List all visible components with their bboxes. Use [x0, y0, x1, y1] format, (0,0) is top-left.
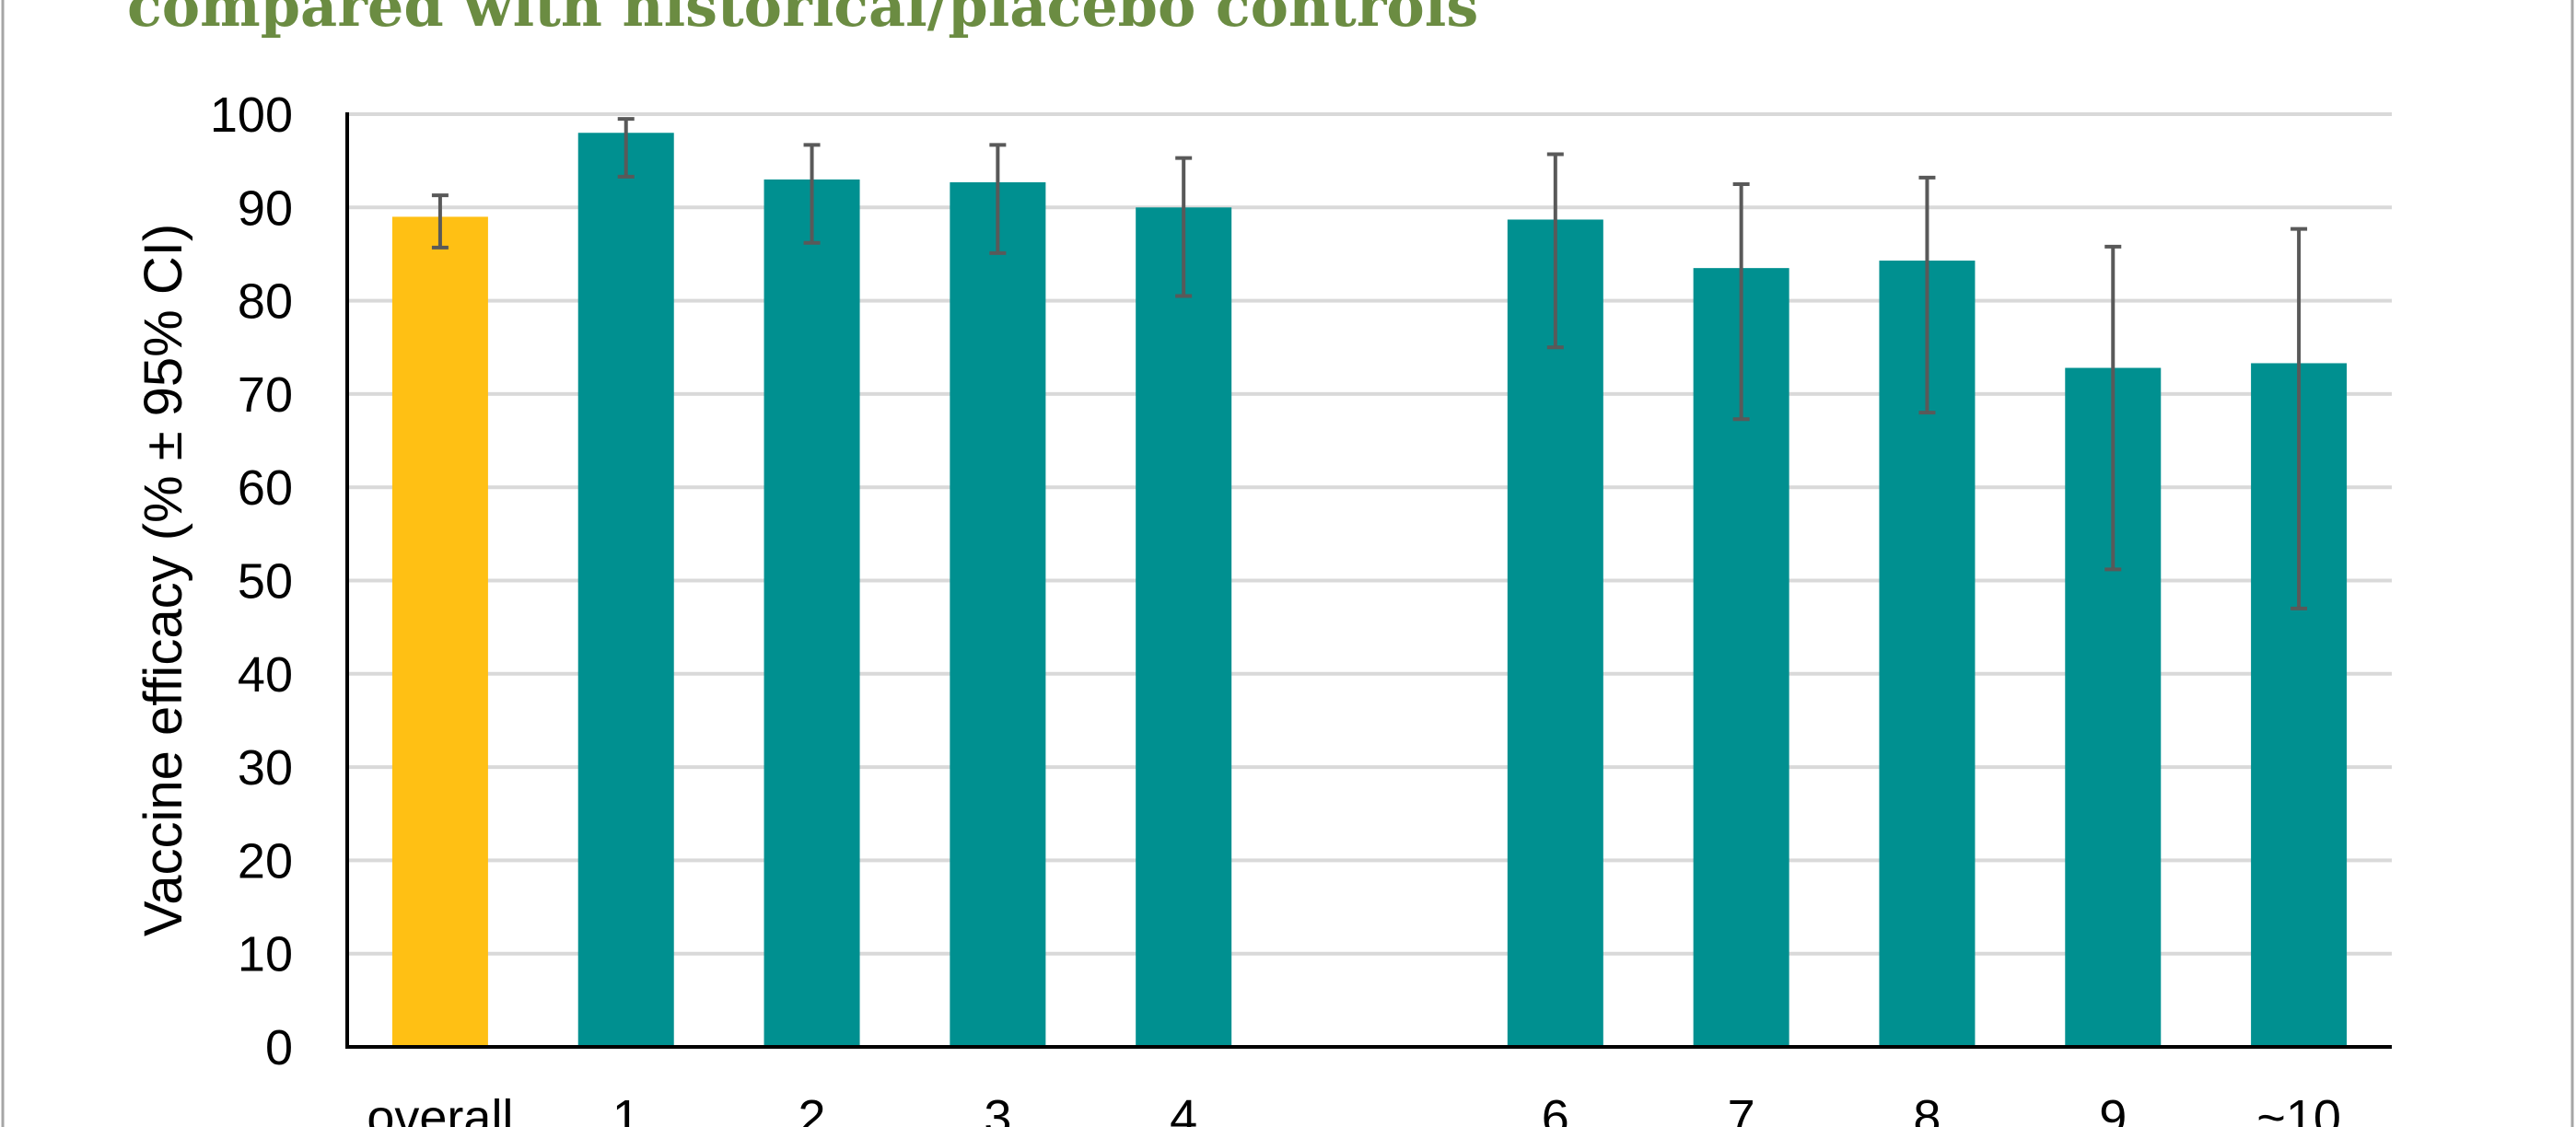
y-tick-label: 10 [238, 927, 293, 982]
x-tick-label: 8 [1913, 1090, 1941, 1127]
y-tick-label: 90 [238, 180, 293, 236]
bar-3 [950, 181, 1046, 1048]
x-tick-label: 2 [798, 1090, 826, 1127]
grid-lines [347, 112, 2392, 956]
y-tick-labels: 0 10 20 30 40 50 60 70 80 90 100 [210, 87, 293, 1075]
slide-title: compared with historical/placebo control… [127, 0, 1478, 40]
x-tick-label: 6 [1542, 1090, 1569, 1127]
bar-overall [391, 216, 488, 1047]
x-tick-label: 9 [2099, 1090, 2127, 1127]
x-tick-label: 3 [984, 1090, 1011, 1127]
x-tick-label: overall [367, 1090, 513, 1127]
bars [391, 133, 2348, 1048]
y-tick-label: 50 [238, 554, 293, 610]
x-tick-label: 7 [1728, 1090, 1755, 1127]
y-tick-label: 0 [265, 1020, 293, 1075]
x-tick-label: ~10 [2256, 1090, 2341, 1127]
bar-4 [1136, 207, 1232, 1048]
y-tick-label: 80 [238, 274, 293, 330]
y-tick-label: 60 [238, 460, 293, 516]
error-bars [431, 117, 2308, 610]
x-tick-labels: overall 1 2 3 4 6 7 8 9 ~10 [367, 1090, 2341, 1127]
y-tick-label: 30 [238, 740, 293, 796]
y-tick-label: 70 [238, 367, 293, 423]
y-tick-label: 40 [238, 647, 293, 703]
x-tick-label: 1 [612, 1090, 640, 1127]
bar-2 [763, 179, 860, 1047]
y-tick-label: 20 [238, 833, 293, 889]
y-axis-label: Vaccine efficacy (% ± 95% CI) [134, 224, 193, 936]
bar-6 [1507, 219, 1603, 1047]
y-tick-label: 100 [210, 87, 293, 143]
bar-1 [577, 133, 674, 1047]
x-tick-label: 4 [1170, 1090, 1197, 1127]
